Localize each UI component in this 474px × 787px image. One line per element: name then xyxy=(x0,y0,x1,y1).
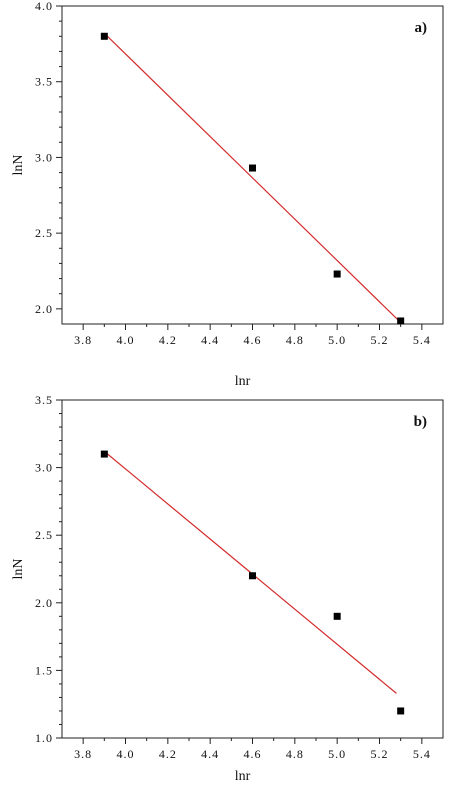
data-point xyxy=(397,317,405,325)
x-tick-label: 4.4 xyxy=(201,747,219,761)
x-tick-label: 5.2 xyxy=(371,747,389,761)
x-tick-label: 4.2 xyxy=(159,333,177,347)
x-tick-label: 4.6 xyxy=(244,333,262,347)
x-tick-label: 5.0 xyxy=(328,333,346,347)
panel-label: a) xyxy=(415,20,428,36)
x-tick-label: 5.0 xyxy=(328,747,346,761)
x-tick-label: 4.8 xyxy=(286,333,304,347)
chart-panel-b: 3.8 4.0 4.2 4.4 4.6 4.8 5.0 5.2 5.4 1.0 1.5 2.0 2.5 3… xyxy=(11,393,444,784)
x-tick-label: 5.4 xyxy=(413,747,431,761)
fit-line xyxy=(103,32,402,323)
y-tick-label: 3.5 xyxy=(35,393,53,407)
y-tick-label: 3.0 xyxy=(35,461,53,475)
data-point xyxy=(333,612,341,620)
plot-frame xyxy=(61,399,444,739)
x-tick-label: 3.8 xyxy=(74,747,92,761)
y-tick-label: 2.0 xyxy=(35,596,53,610)
data-point xyxy=(249,164,256,172)
x-tick-label: 4.0 xyxy=(117,333,135,347)
data-point xyxy=(249,572,256,580)
x-tick-label: 5.2 xyxy=(371,333,389,347)
y-tick-label: 3.0 xyxy=(35,150,53,164)
x-tick-label: 4.8 xyxy=(286,747,304,761)
data-point xyxy=(100,450,108,458)
x-tick-label: 4.2 xyxy=(159,747,177,761)
x-tick-label: 4.4 xyxy=(201,333,219,347)
x-axis-label: lnr xyxy=(235,374,251,389)
x-axis-label: lnr xyxy=(235,769,251,784)
chart-panel-a: 3.8 4.0 4.2 4.4 4.6 4.8 5.0 5.2 5.4 2.0 2.5 3.0 3.5 4… xyxy=(11,0,444,389)
x-tick-label: 4.6 xyxy=(244,747,262,761)
y-axis-label: lnN xyxy=(11,559,26,580)
y-tick-label: 2.5 xyxy=(35,528,53,542)
y-tick-label: 2.5 xyxy=(35,226,53,240)
data-point xyxy=(397,707,405,715)
y-axis-label: lnN xyxy=(11,155,26,176)
y-tick-label: 4.0 xyxy=(35,0,53,13)
y-tick-label: 1.5 xyxy=(35,663,53,677)
x-tick-label: 3.8 xyxy=(74,333,92,347)
x-tick-label: 4.0 xyxy=(117,747,135,761)
y-tick-label: 2.0 xyxy=(35,302,53,316)
data-point xyxy=(333,270,341,278)
panel-label: b) xyxy=(414,414,427,430)
data-point xyxy=(100,32,108,40)
y-tick-label: 3.5 xyxy=(35,75,53,89)
y-tick-label: 1.0 xyxy=(35,731,53,745)
x-tick-label: 5.4 xyxy=(413,333,431,347)
